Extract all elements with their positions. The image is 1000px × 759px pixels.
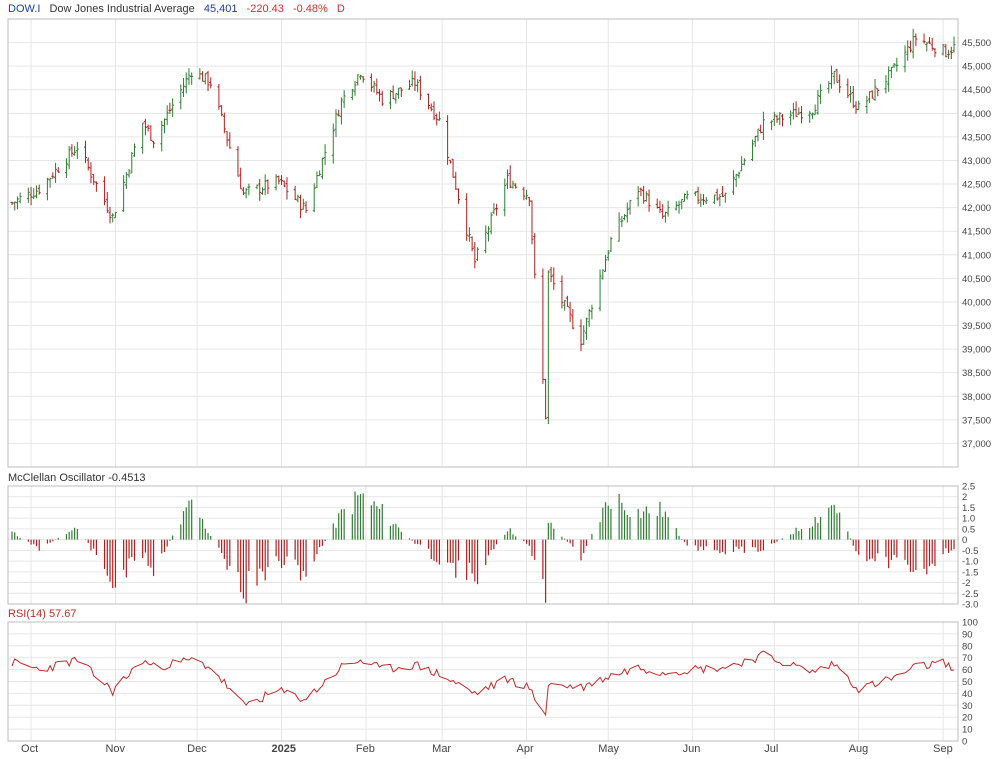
price-tick-label: 43,000 <box>962 156 991 167</box>
price-tick-label: 38,000 <box>962 392 991 403</box>
osc-tick-label: 0.5 <box>962 524 975 535</box>
rsi-tick-label: 50 <box>962 677 973 688</box>
rsi-tick-label: 0 <box>962 737 967 748</box>
oscillator-header: McClellan Oscillator -0.4513 <box>8 472 152 484</box>
index-name: Dow Jones Industrial Average <box>49 3 195 15</box>
rsi-tick-label: 70 <box>962 653 973 664</box>
price-tick-label: 43,500 <box>962 132 991 143</box>
price-tick-label: 42,500 <box>962 180 991 191</box>
symbol-link[interactable]: DOW.I <box>8 3 41 15</box>
osc-tick-label: -3.0 <box>962 600 978 611</box>
rsi-line-group <box>11 650 955 717</box>
price-header: DOW.I Dow Jones Industrial Average 45,40… <box>8 3 351 15</box>
osc-tick-label: 2 <box>962 492 967 503</box>
osc-tick-label: 2.5 <box>962 482 975 493</box>
osc-tick-label: 0 <box>962 535 967 546</box>
price-frame <box>7 18 959 742</box>
oscillator-panel-border <box>7 485 959 605</box>
x-tick-label: Jun <box>683 743 701 755</box>
oscillator-grid <box>8 485 958 605</box>
rsi-tick-label: 30 <box>962 701 973 712</box>
osc-tick-label: -1.0 <box>962 557 978 568</box>
price-tick-label: 45,500 <box>962 38 991 49</box>
price-tick-label: 39,500 <box>962 321 991 332</box>
osc-tick-label: 1.0 <box>962 514 975 525</box>
rsi-tick-label: 20 <box>962 713 973 724</box>
oscillator-label: McClellan Oscillator -0.4513 <box>8 472 146 484</box>
price-tick-label: 37,000 <box>962 439 991 450</box>
price-tick-label: 41,500 <box>962 227 991 238</box>
price-tick-label: 41,000 <box>962 250 991 261</box>
price-tick-label: 44,000 <box>962 109 991 120</box>
x-tick-label: Dec <box>187 743 207 755</box>
period-selector[interactable]: D <box>336 3 345 15</box>
osc-tick-label: -0.5 <box>962 546 978 557</box>
x-tick-label: 2025 <box>272 743 296 755</box>
x-tick-label: Sep <box>933 743 953 755</box>
x-tick-label: Apr <box>517 743 534 755</box>
x-tick-label: Oct <box>21 743 38 755</box>
percent-change: -0.48% <box>292 3 328 15</box>
price-tick-label: 42,000 <box>962 203 991 214</box>
osc-tick-label: 1.5 <box>962 503 975 514</box>
price-tick-label: 37,500 <box>962 415 991 426</box>
price-tick-label: 45,000 <box>962 62 991 73</box>
price-tick-label: 40,000 <box>962 297 991 308</box>
rsi-line <box>11 650 955 717</box>
x-tick-label: Aug <box>849 743 869 755</box>
osc-tick-label: -2.5 <box>962 589 978 600</box>
axis-labels: 37,000 37,500 38,000 38,500 39,000 39,500 40,0… <box>21 38 991 755</box>
osc-tick-label: -1.5 <box>962 567 978 578</box>
x-tick-label: Mar <box>432 743 451 755</box>
rsi-grid <box>8 621 958 742</box>
last-price: 45,401 <box>203 3 238 15</box>
rsi-tick-label: 60 <box>962 665 973 676</box>
rsi-tick-label: 100 <box>962 618 978 629</box>
price-tick-label: 40,500 <box>962 274 991 285</box>
price-panel-border <box>7 18 959 468</box>
oscillator-bars <box>11 491 955 604</box>
x-tick-label: Feb <box>356 743 375 755</box>
rsi-tick-label: 90 <box>962 629 973 640</box>
x-tick-label: May <box>598 743 619 755</box>
x-tick-label: Nov <box>105 743 125 755</box>
price-grid <box>8 19 958 467</box>
price-bars <box>10 28 956 425</box>
rsi-label: RSI(14) 57.67 <box>8 608 77 620</box>
rsi-tick-label: 40 <box>962 689 973 700</box>
osc-tick-label: -2 <box>962 578 970 589</box>
rsi-tick-label: 10 <box>962 725 973 736</box>
rsi-header: RSI(14) 57.67 <box>8 608 82 620</box>
x-tick-label: Jul <box>764 743 778 755</box>
price-tick-label: 39,000 <box>962 345 991 356</box>
price-tick-label: 38,500 <box>962 368 991 379</box>
price-tick-label: 44,500 <box>962 85 991 96</box>
rsi-tick-label: 80 <box>962 641 973 652</box>
net-change: -220.43 <box>246 3 284 15</box>
rsi-panel-border <box>7 621 959 742</box>
